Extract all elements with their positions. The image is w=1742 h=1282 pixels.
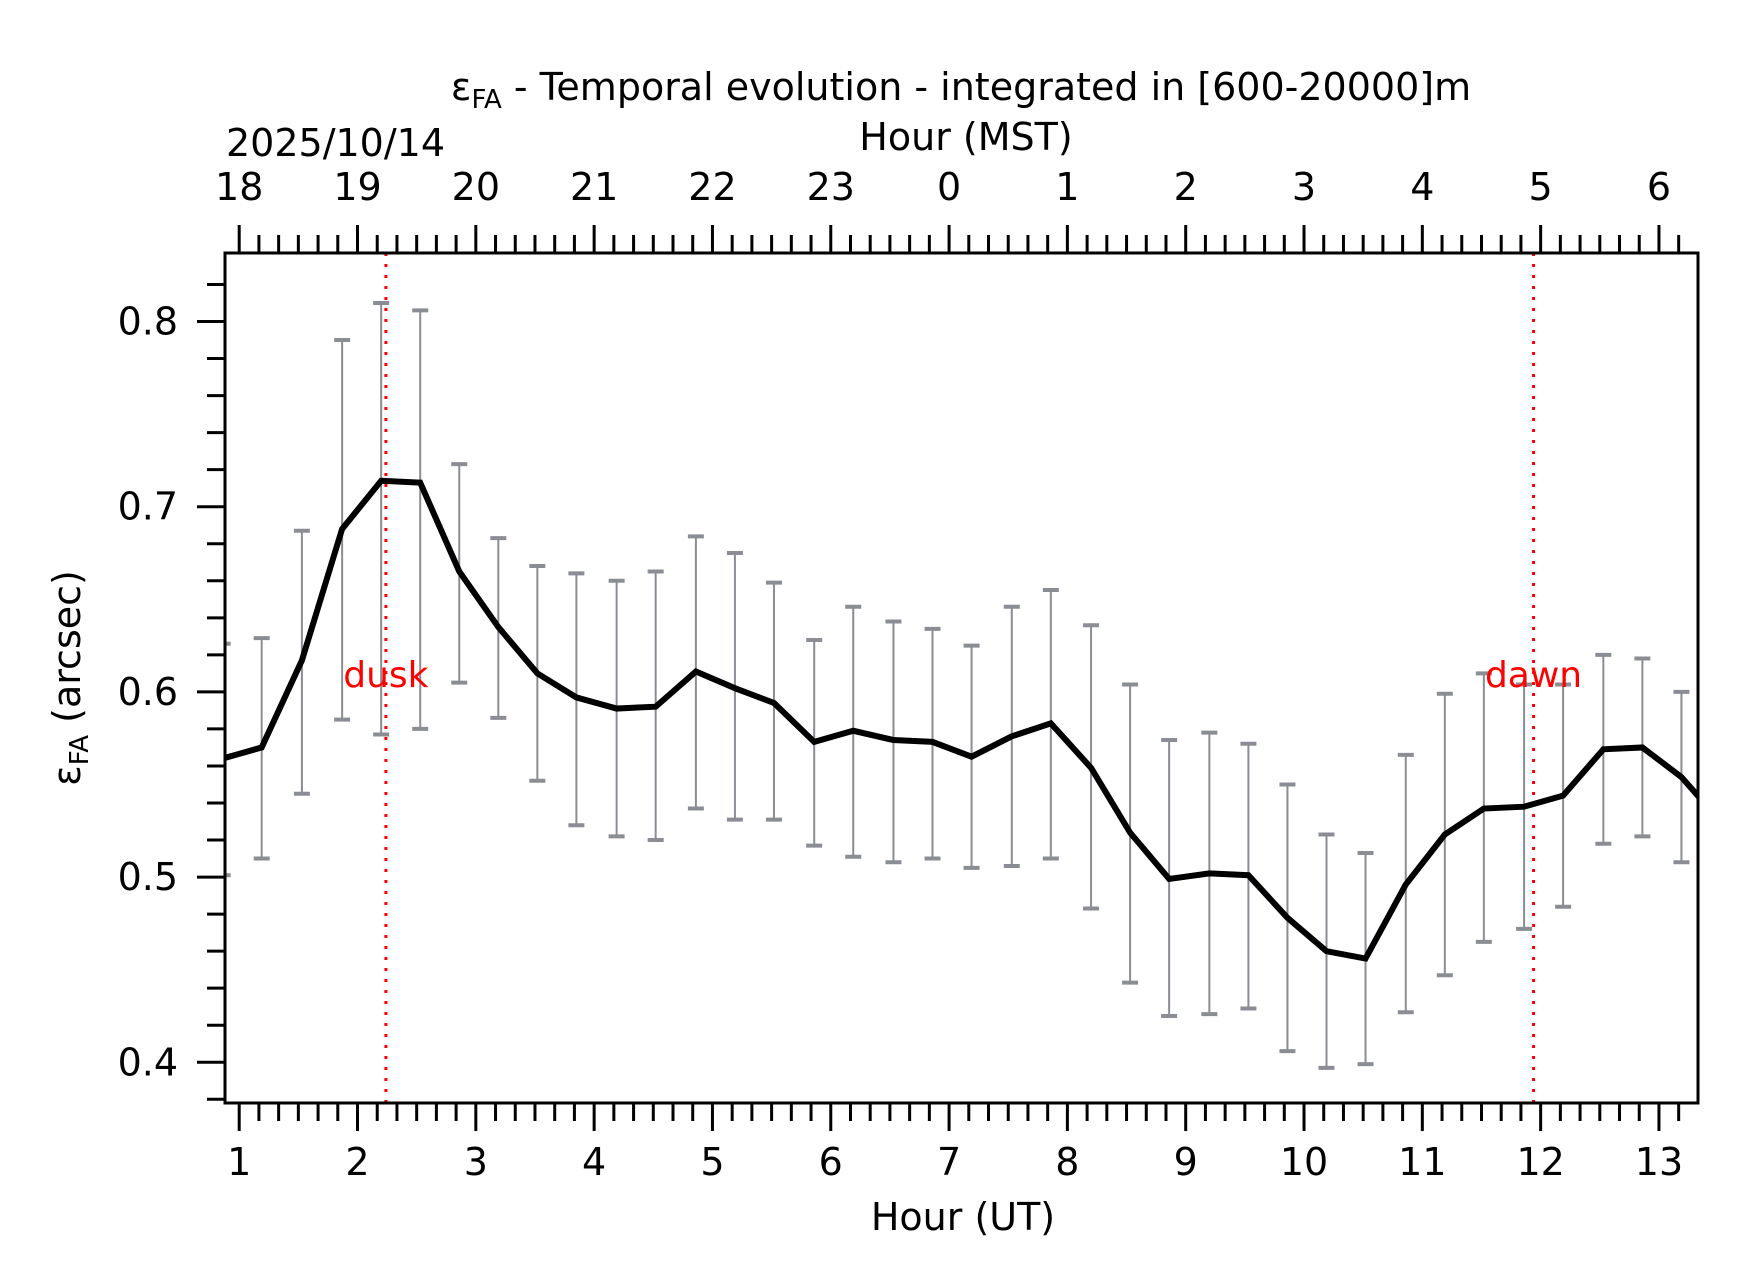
date-label: 2025/10/14: [226, 121, 445, 165]
x-tick-label: 11: [1398, 1140, 1446, 1184]
top-x-tick-label: 22: [688, 165, 736, 209]
chart-title: εFA - Temporal evolution - integrated in…: [451, 65, 1471, 115]
dawn-label: dawn: [1485, 655, 1582, 696]
x-tick-label: 9: [1174, 1140, 1198, 1184]
x-tick-label: 12: [1516, 1140, 1564, 1184]
top-x-tick-label: 0: [937, 165, 961, 209]
ylabel-rest: (arcsec): [45, 570, 89, 735]
top-x-tick-label: 5: [1529, 165, 1553, 209]
y-tick-label: 0.7: [118, 485, 178, 529]
y-tick-label: 0.5: [118, 855, 178, 899]
top-x-tick-label: 23: [807, 165, 855, 209]
x-tick-label: 4: [582, 1140, 606, 1184]
x-tick-label: 6: [819, 1140, 843, 1184]
x-tick-label: 1: [227, 1140, 251, 1184]
annotations: dusk dawn: [343, 253, 1582, 1103]
series-line-group: [225, 477, 1698, 962]
x-tick-label: 10: [1280, 1140, 1328, 1184]
top-x-tick-label: 1: [1055, 165, 1079, 209]
ylabel-subscript: FA: [65, 735, 95, 766]
x-tick-label: 13: [1635, 1140, 1683, 1184]
x-tick-label: 8: [1055, 1140, 1079, 1184]
y-tick-label: 0.8: [118, 300, 178, 344]
x-tick-label: 3: [464, 1140, 488, 1184]
top-x-tick-label: 4: [1410, 165, 1434, 209]
top-x-tick-label: 6: [1647, 165, 1671, 209]
top-x-tick-label: 18: [215, 165, 263, 209]
title-subscript: FA: [471, 85, 502, 115]
dusk-label: dusk: [343, 655, 428, 696]
y-tick-label: 0.6: [118, 670, 178, 714]
top-x-tick-label: 2: [1174, 165, 1198, 209]
y-tick-label: 0.4: [118, 1040, 178, 1084]
axis-ticks: [197, 225, 1681, 1131]
top-x-axis-label: Hour (MST): [859, 115, 1072, 159]
top-x-tick-label: 19: [333, 165, 381, 209]
top-x-tick-label: 20: [452, 165, 500, 209]
title-rest: - Temporal evolution - integrated in [60…: [502, 65, 1471, 109]
x-tick-label: 5: [700, 1140, 724, 1184]
ylabel-symbol: ε: [45, 765, 89, 786]
x-tick-label: 7: [937, 1140, 961, 1184]
top-x-tick-label: 21: [570, 165, 618, 209]
x-tick-label: 2: [345, 1140, 369, 1184]
title-symbol: ε: [451, 65, 472, 109]
top-x-tick-label: 3: [1292, 165, 1316, 209]
x-axis-label: Hour (UT): [871, 1195, 1055, 1239]
y-axis-label: εFA (arcsec): [45, 570, 95, 786]
plot-frame: [223, 251, 1700, 1105]
